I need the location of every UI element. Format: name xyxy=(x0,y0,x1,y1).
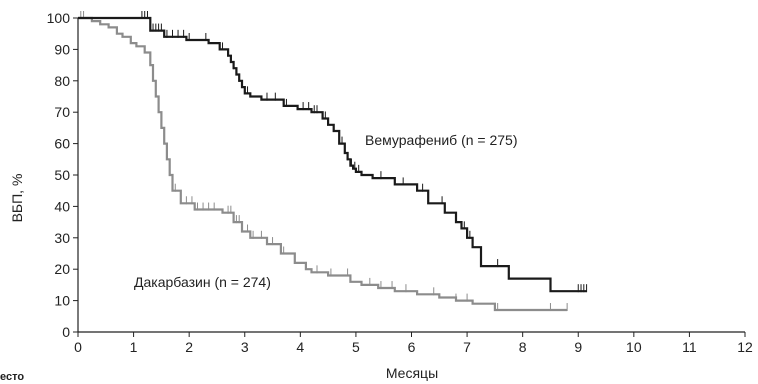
x-tick-label: 2 xyxy=(185,339,193,355)
series-label-dacarbazine: Дакарбазин (n = 274) xyxy=(134,274,271,290)
y-tick-label: 20 xyxy=(54,261,70,277)
y-tick-label: 0 xyxy=(62,324,70,340)
km-curve-0 xyxy=(78,16,587,293)
x-tick-label: 8 xyxy=(519,339,527,355)
y-tick-label: 30 xyxy=(54,230,70,246)
y-axis-label: ВБП, % xyxy=(9,174,25,223)
y-tick-label: 70 xyxy=(54,104,70,120)
x-tick-label: 1 xyxy=(130,339,138,355)
y-tick-label: 40 xyxy=(54,198,70,214)
x-tick-label: 4 xyxy=(296,339,304,355)
x-axis-label: Месяцы xyxy=(386,365,438,381)
y-tick-label: 50 xyxy=(54,167,70,183)
x-tick-label: 12 xyxy=(737,339,753,355)
y-tick-label: 10 xyxy=(54,293,70,309)
y-tick-label: 80 xyxy=(54,73,70,89)
series-layer xyxy=(78,11,588,312)
km-curve-1 xyxy=(78,16,568,312)
x-tick-label: 7 xyxy=(463,339,471,355)
x-tick-label: 11 xyxy=(682,339,697,355)
x-tick-label: 5 xyxy=(352,339,360,355)
y-tick-label: 60 xyxy=(54,136,70,152)
x-tick-label: 6 xyxy=(408,339,416,355)
x-tick-label: 9 xyxy=(574,339,582,355)
y-tick-label: 90 xyxy=(54,41,70,57)
x-tick-label: 3 xyxy=(241,339,249,355)
footer-text-fragment: есто xyxy=(0,371,25,383)
x-tick-label: 0 xyxy=(74,339,82,355)
y-tick-label: 100 xyxy=(47,10,71,26)
series-label-vemurafenib: Вемурафениб (n = 275) xyxy=(365,132,518,148)
x-tick-label: 10 xyxy=(626,339,642,355)
